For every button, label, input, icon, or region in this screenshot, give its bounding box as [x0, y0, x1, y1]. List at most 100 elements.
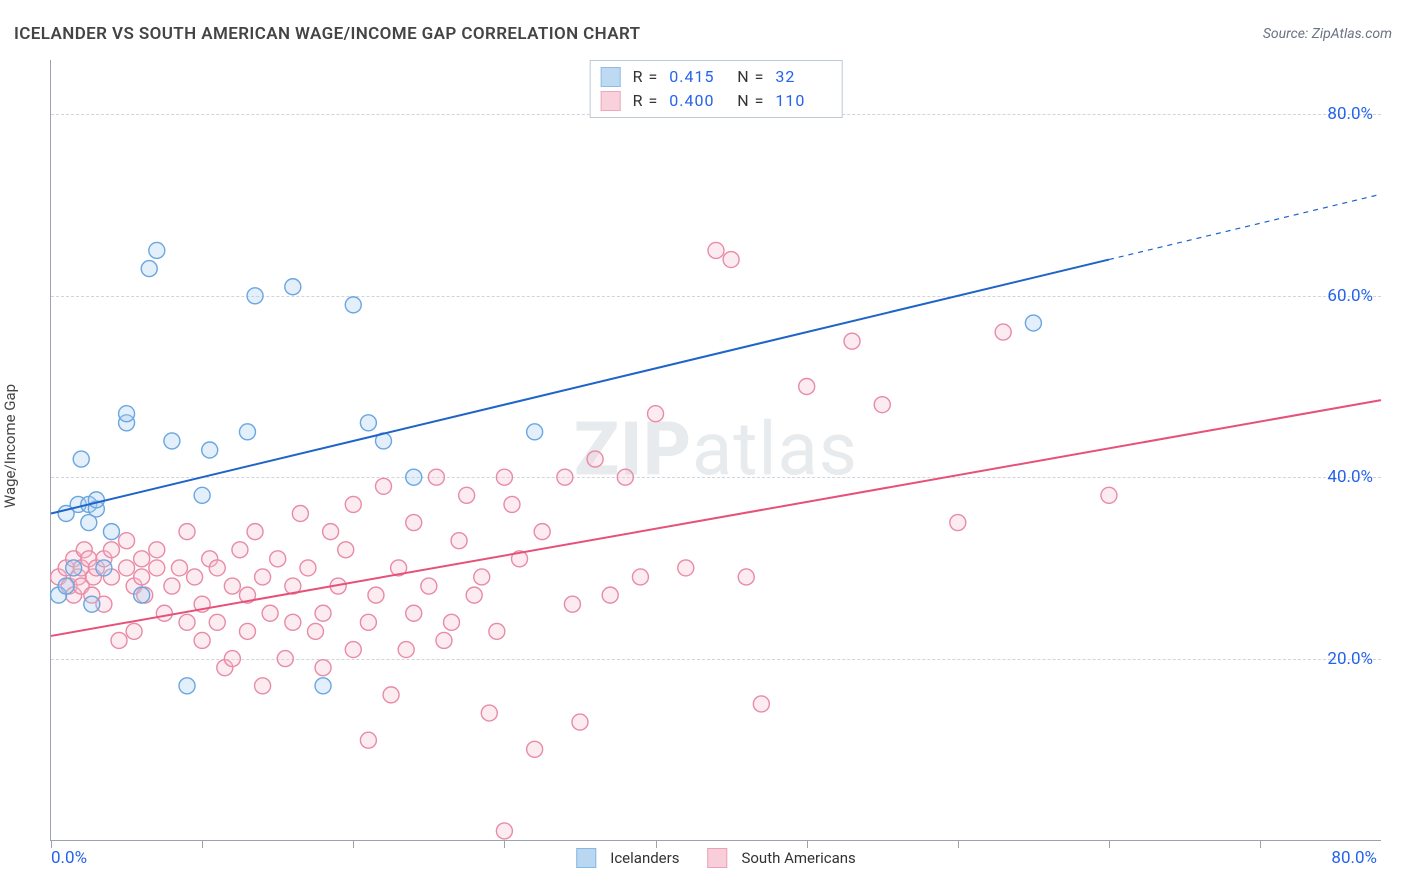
data-point	[292, 505, 308, 521]
data-point	[285, 614, 301, 630]
stat-n-label: N =	[727, 65, 769, 89]
data-point	[307, 623, 323, 639]
stats-row: R = 0.415 N = 32	[601, 65, 828, 89]
x-tick	[504, 840, 505, 848]
data-point	[277, 651, 293, 667]
data-point	[209, 614, 225, 630]
data-point	[474, 569, 490, 585]
data-point	[360, 415, 376, 431]
data-point	[119, 406, 135, 422]
data-point	[489, 623, 505, 639]
data-point	[459, 487, 475, 503]
data-point	[58, 578, 74, 594]
data-point	[119, 560, 135, 576]
data-point	[436, 632, 452, 648]
data-point	[209, 560, 225, 576]
data-point	[648, 406, 664, 422]
data-point	[338, 542, 354, 558]
data-point	[995, 324, 1011, 340]
data-point	[255, 569, 271, 585]
series-swatch	[601, 67, 621, 87]
x-tick	[353, 840, 354, 848]
data-point	[224, 578, 240, 594]
x-tick	[958, 840, 959, 848]
data-point	[406, 605, 422, 621]
x-tick-label: 80.0%	[1331, 848, 1377, 868]
data-point	[255, 678, 271, 694]
stats-box: R = 0.415 N = 32R = 0.400 N = 110	[590, 60, 843, 118]
data-point	[632, 569, 648, 585]
data-point	[149, 560, 165, 576]
data-point	[187, 569, 203, 585]
data-point	[1101, 487, 1117, 503]
data-point	[88, 492, 104, 508]
data-point	[383, 687, 399, 703]
stat-n-value: 110	[775, 89, 827, 113]
data-point	[345, 642, 361, 658]
x-tick	[1260, 840, 1261, 848]
data-point	[315, 660, 331, 676]
x-tick	[656, 840, 657, 848]
data-point	[527, 424, 543, 440]
x-tick	[807, 840, 808, 848]
stat-n-label: N =	[727, 89, 769, 113]
data-point	[103, 542, 119, 558]
data-point	[224, 651, 240, 667]
data-point	[149, 542, 165, 558]
data-point	[262, 605, 278, 621]
data-point	[799, 379, 815, 395]
data-point	[179, 524, 195, 540]
data-point	[239, 623, 255, 639]
data-point	[315, 605, 331, 621]
data-point	[496, 469, 512, 485]
chart-plot-area: ZIPatlas 20.0%40.0%60.0%80.0% R = 0.415 …	[50, 60, 1381, 841]
data-point	[572, 714, 588, 730]
data-point	[315, 678, 331, 694]
data-point	[179, 614, 195, 630]
data-point	[179, 678, 195, 694]
data-point	[119, 533, 135, 549]
data-point	[96, 560, 112, 576]
x-tick	[202, 840, 203, 848]
stat-r-value: 0.400	[669, 89, 721, 113]
data-point	[164, 578, 180, 594]
stat-r-label: R =	[633, 89, 664, 113]
data-point	[360, 732, 376, 748]
data-point	[270, 551, 286, 567]
x-tick-label: 0.0%	[51, 848, 87, 868]
legend-label: South Americans	[741, 849, 855, 867]
data-point	[345, 496, 361, 512]
data-point	[406, 515, 422, 531]
data-point	[481, 705, 497, 721]
data-point	[421, 578, 437, 594]
data-point	[753, 696, 769, 712]
data-point	[134, 569, 150, 585]
data-point	[66, 560, 82, 576]
chart-title: ICELANDER VS SOUTH AMERICAN WAGE/INCOME …	[14, 24, 641, 44]
data-point	[285, 279, 301, 295]
data-point	[103, 524, 119, 540]
data-point	[84, 596, 100, 612]
data-point	[126, 623, 142, 639]
data-point	[557, 469, 573, 485]
data-point	[111, 632, 127, 648]
data-point	[156, 605, 172, 621]
data-point	[202, 442, 218, 458]
y-axis-label: Wage/Income Gap	[1, 384, 19, 508]
data-point	[844, 333, 860, 349]
data-point	[368, 587, 384, 603]
x-tick	[51, 840, 52, 848]
data-point	[406, 469, 422, 485]
legend-item: Icelanders	[576, 848, 679, 868]
data-point	[141, 261, 157, 277]
data-point	[587, 451, 603, 467]
chart-legend: Icelanders South Americans	[576, 848, 856, 868]
data-point	[874, 397, 890, 413]
data-point	[398, 642, 414, 658]
x-tick	[1109, 840, 1110, 848]
stat-r-value: 0.415	[669, 65, 721, 89]
data-point	[247, 524, 263, 540]
data-point	[602, 587, 618, 603]
data-point	[171, 560, 187, 576]
data-point	[738, 569, 754, 585]
